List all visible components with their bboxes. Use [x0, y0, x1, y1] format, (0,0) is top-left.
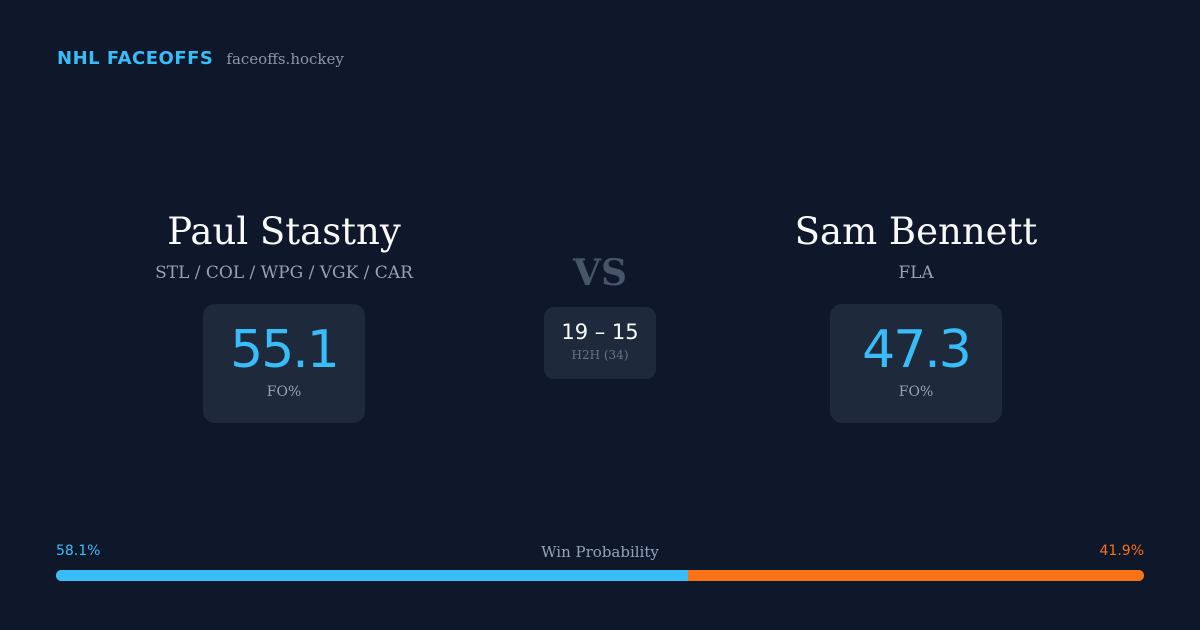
player-left-name: Paul Stastny	[167, 210, 401, 253]
h2h-label: H2H (34)	[571, 348, 629, 362]
player-left-teams: STL / COL / WPG / VGK / CAR	[155, 263, 413, 283]
win-probability-left: 58.1%	[56, 543, 101, 559]
versus-label: VS	[573, 252, 627, 294]
player-left: Paul Stastny STL / COL / WPG / VGK / CAR…	[104, 206, 464, 423]
win-probability-fill-left	[56, 570, 689, 581]
brand-header: NHL FACEOFFS faceoffs.hockey	[57, 48, 344, 69]
win-probability-title: Win Probability	[541, 543, 659, 561]
win-probability-fill-right	[688, 570, 1144, 581]
h2h-score: 19 – 15	[561, 320, 639, 344]
win-probability-right: 41.9%	[1099, 543, 1144, 559]
player-right-stat-label: FO%	[898, 384, 934, 400]
player-left-stat-card: 55.1 FO%	[203, 304, 365, 423]
player-right-stat-card: 47.3 FO%	[830, 304, 1002, 423]
player-right: Sam Bennett FLA 47.3 FO%	[736, 206, 1096, 423]
player-left-stat-label: FO%	[266, 384, 302, 400]
win-probability-labels: 58.1% Win Probability 41.9%	[56, 543, 1144, 563]
brand-site: faceoffs.hockey	[226, 50, 344, 68]
h2h-card: 19 – 15 H2H (34)	[544, 307, 656, 379]
player-right-teams: FLA	[898, 263, 934, 283]
brand-title: NHL FACEOFFS	[57, 48, 214, 69]
player-right-fo-pct: 47.3	[862, 320, 972, 380]
win-probability-bar	[56, 570, 1144, 581]
player-left-fo-pct: 55.1	[230, 320, 340, 380]
player-right-name: Sam Bennett	[794, 210, 1038, 253]
